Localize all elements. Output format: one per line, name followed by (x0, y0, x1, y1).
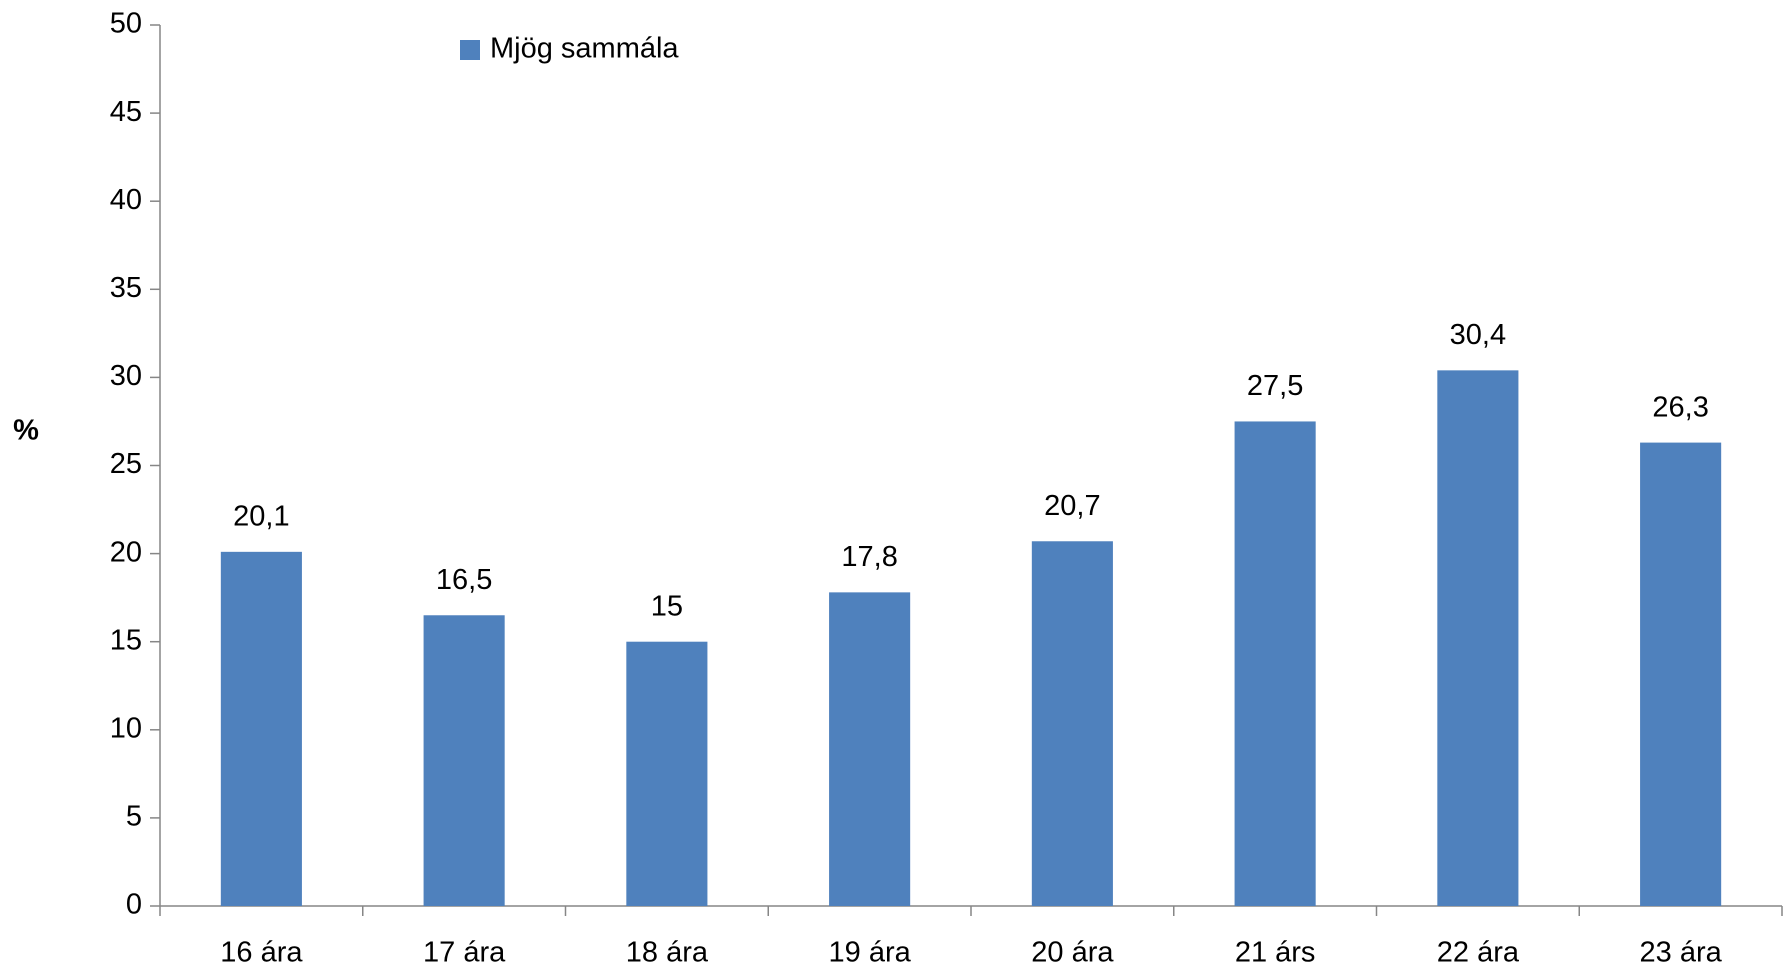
y-tick-label: 35 (110, 272, 142, 304)
value-label: 16,5 (436, 564, 492, 596)
legend-swatch (460, 40, 480, 60)
y-tick-label: 45 (110, 96, 142, 128)
x-tick-label: 16 ára (220, 937, 303, 969)
y-tick-label: 15 (110, 624, 142, 656)
value-label: 17,8 (841, 541, 897, 573)
y-tick-label: 25 (110, 448, 142, 480)
value-label: 20,1 (233, 500, 289, 532)
y-tick-label: 0 (126, 889, 142, 921)
bar (626, 641, 708, 906)
y-tick-label: 30 (110, 360, 142, 392)
x-tick-label: 17 ára (423, 937, 506, 969)
bar (1640, 442, 1722, 906)
x-tick-label: 19 ára (829, 937, 912, 969)
bar (1031, 541, 1113, 906)
value-label: 15 (651, 590, 683, 622)
bar (1234, 421, 1316, 906)
value-label: 30,4 (1450, 319, 1506, 351)
x-tick-label: 22 ára (1437, 937, 1520, 969)
x-tick-label: 20 ára (1031, 937, 1114, 969)
y-tick-label: 50 (110, 8, 142, 40)
y-tick-label: 20 (110, 536, 142, 568)
value-label: 26,3 (1652, 391, 1708, 423)
bar (220, 551, 302, 906)
x-tick-label: 18 ára (626, 937, 709, 969)
bar (1437, 370, 1519, 906)
y-tick-label: 5 (126, 801, 142, 833)
x-tick-label: 21 árs (1235, 937, 1316, 969)
value-label: 27,5 (1247, 370, 1303, 402)
value-label: 20,7 (1044, 490, 1100, 522)
bar (423, 615, 505, 906)
y-tick-label: 40 (110, 184, 142, 216)
bar (829, 592, 911, 906)
legend-label: Mjög sammála (490, 33, 679, 65)
x-tick-label: 23 ára (1640, 937, 1723, 969)
y-axis-label: % (13, 415, 39, 447)
y-tick-label: 10 (110, 712, 142, 744)
